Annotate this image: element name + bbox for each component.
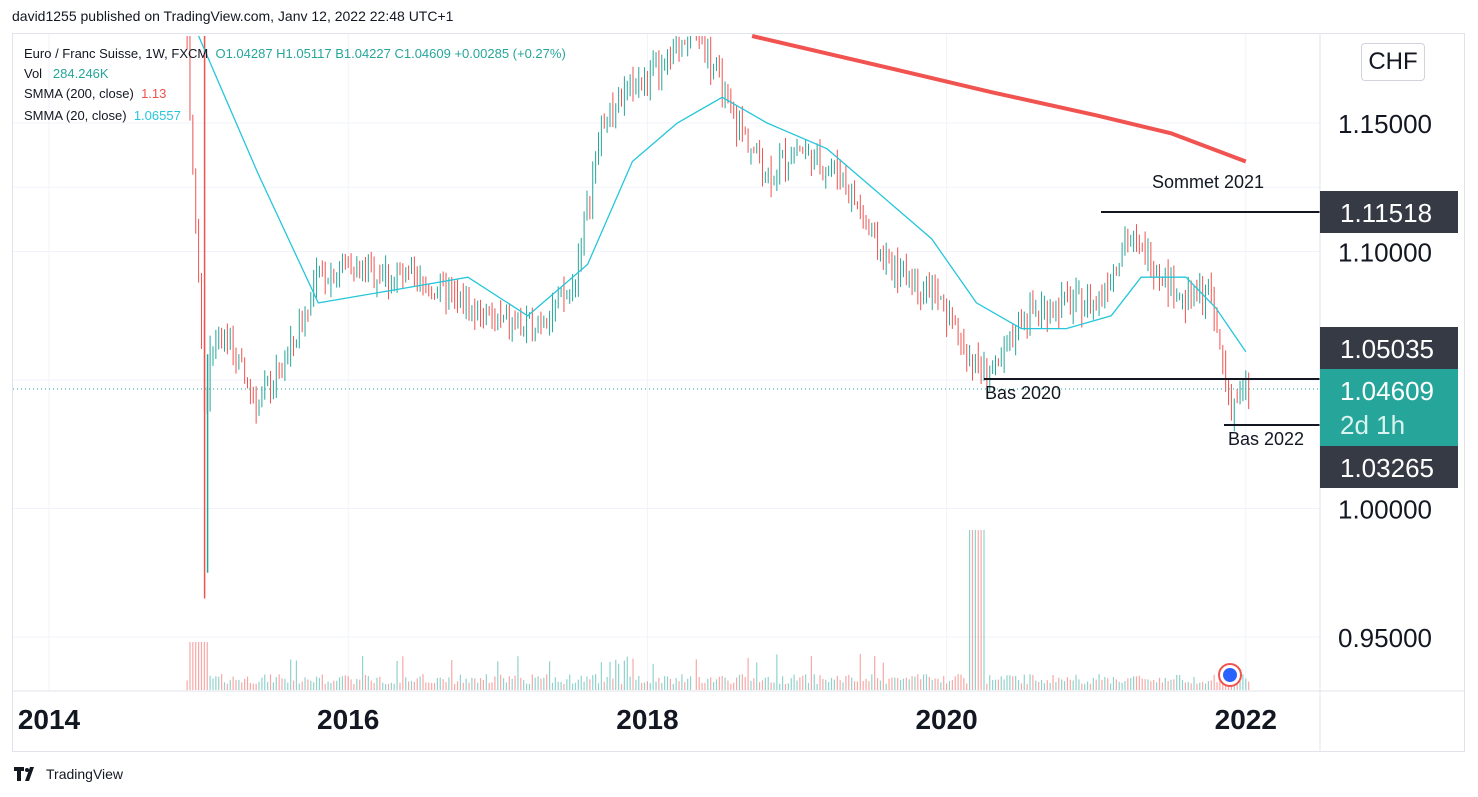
legend-symbol-row: Euro / Franc Suisse, 1W, FXCM O1.04287 H… xyxy=(24,46,566,61)
price-label-high2021: 1.11518 xyxy=(1340,198,1432,228)
y-axis-ticks: 1.15000 1.10000 1.00000 0.95000 xyxy=(1338,109,1432,653)
price-label-low2020: 1.05035 xyxy=(1340,334,1434,364)
y-tick-2: 1.00000 xyxy=(1338,495,1432,525)
publisher-line: david1255 published on TradingView.com, … xyxy=(12,8,454,24)
smma200-line xyxy=(751,34,1247,164)
legend-smma20-value: 1.06557 xyxy=(133,108,181,123)
chart-frame xyxy=(12,33,1465,752)
economic-event-icon-inner xyxy=(1223,668,1237,682)
price-label-low2022-bg xyxy=(1320,446,1458,488)
x-tick-0: 2014 xyxy=(18,704,81,735)
grid-lines xyxy=(13,34,1320,691)
y-tick-0: 1.15000 xyxy=(1338,109,1432,139)
legend-ohlc: O1.04287 H1.05117 B1.04227 C1.04609 +0.0… xyxy=(215,46,566,61)
x-tick-4: 2022 xyxy=(1215,704,1277,735)
price-label-current-bg xyxy=(1320,369,1458,446)
price-label-current: 1.04609 xyxy=(1340,376,1434,406)
volume-bars xyxy=(186,530,1250,690)
legend-smma200-row: SMMA (200, close) 1.13 xyxy=(24,86,166,101)
footer-brand-text: TradingView xyxy=(46,766,124,782)
price-label-high2021-bg xyxy=(1320,191,1458,233)
x-tick-2: 2018 xyxy=(616,704,678,735)
annotation-top2021: Sommet 2021 xyxy=(1152,172,1264,192)
bar-countdown: 2d 1h xyxy=(1340,410,1405,440)
legend-smma20-row: SMMA (20, close) 1.06557 xyxy=(24,108,181,123)
currency-button[interactable]: CHF xyxy=(1361,43,1425,81)
y-tick-3: 0.95000 xyxy=(1338,623,1432,653)
y-tick-1: 1.10000 xyxy=(1338,238,1432,268)
annotation-low2022: Bas 2022 xyxy=(1228,429,1304,449)
legend-smma200-label: SMMA (200, close) xyxy=(24,86,134,101)
x-tick-3: 2020 xyxy=(915,704,977,735)
price-label-low2022: 1.03265 xyxy=(1340,453,1434,483)
price-label-low2020-bg xyxy=(1320,327,1458,369)
legend-vol-row: Vol 284.246K xyxy=(24,66,109,81)
smma20-line xyxy=(198,35,1247,353)
x-axis-ticks: 2014 2016 2018 2020 2022 xyxy=(18,704,1277,735)
legend-smma20-label: SMMA (20, close) xyxy=(24,108,127,123)
price-bars xyxy=(186,36,1250,599)
legend-vol-value: 284.246K xyxy=(52,66,109,81)
legend-smma200-value: 1.13 xyxy=(141,86,167,101)
tradingview-logo-icon xyxy=(14,767,34,781)
legend-vol-label: Vol xyxy=(24,66,43,81)
annotation-low2020: Bas 2020 xyxy=(985,383,1061,403)
footer-brand[interactable]: TradingView xyxy=(14,766,123,782)
legend-symbol: Euro / Franc Suisse, 1W, FXCM xyxy=(24,46,209,61)
x-tick-1: 2016 xyxy=(317,704,379,735)
